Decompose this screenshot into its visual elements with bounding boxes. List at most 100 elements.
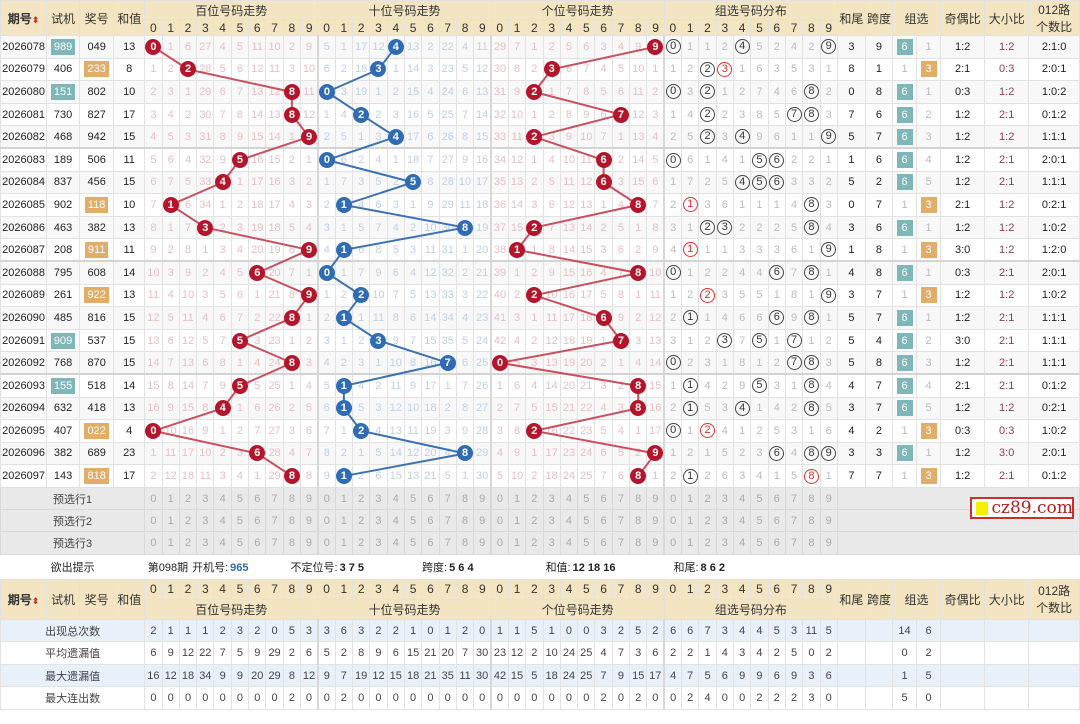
preselect-digit[interactable]: 7 xyxy=(784,486,804,511)
preselect-digit[interactable]: 0 xyxy=(316,531,336,555)
preselect-digit[interactable]: 6 xyxy=(767,531,786,555)
preselect-digit[interactable]: 2 xyxy=(178,509,198,533)
preselect-digit[interactable]: 5 xyxy=(403,531,423,555)
preselect-digit[interactable]: 2 xyxy=(178,486,198,511)
preselect-digit[interactable]: 8 xyxy=(282,531,302,555)
preselect-digit[interactable]: 3 xyxy=(196,531,215,555)
preselect-digit[interactable]: 8 xyxy=(802,509,821,533)
preselect-digit[interactable]: 4 xyxy=(559,531,579,555)
preselect-digit[interactable]: 5 xyxy=(577,486,596,511)
preselect-digit[interactable]: 7 xyxy=(611,531,631,555)
preselect-digit[interactable]: 1 xyxy=(507,531,527,555)
preselect-digit[interactable]: 9 xyxy=(300,531,319,555)
preselect-digit[interactable]: 0 xyxy=(144,509,163,533)
preselect-digit[interactable]: 9 xyxy=(819,531,838,555)
preselect-digit[interactable]: 2 xyxy=(698,509,717,533)
preselect-digit[interactable]: 5 xyxy=(750,509,769,533)
preselect-digit[interactable]: 6 xyxy=(248,486,267,511)
preselect-digit[interactable]: 8 xyxy=(629,531,648,555)
preselect-digit[interactable]: 6 xyxy=(421,486,440,511)
preselect-digit[interactable]: 2 xyxy=(698,486,717,511)
preselect-digit[interactable]: 7 xyxy=(784,531,804,555)
preselect-digit[interactable]: 6 xyxy=(248,509,267,533)
preselect-digit[interactable]: 8 xyxy=(455,486,475,511)
preselect-digit[interactable]: 3 xyxy=(542,531,561,555)
preselect-digit[interactable]: 2 xyxy=(178,531,198,555)
preselect-digit[interactable]: 8 xyxy=(455,531,475,555)
preselect-digit[interactable]: 5 xyxy=(577,509,596,533)
sort-updown-icon[interactable]: ⬍ xyxy=(31,595,40,606)
preselect-digit[interactable]: 3 xyxy=(715,486,734,511)
preselect-digit[interactable]: 8 xyxy=(629,509,648,533)
preselect-digit[interactable]: 0 xyxy=(316,486,336,511)
preselect-digit[interactable]: 3 xyxy=(542,509,561,533)
preselect-digit[interactable]: 3 xyxy=(196,509,215,533)
preselect-digit[interactable]: 9 xyxy=(300,509,319,533)
preselect-digit[interactable]: 4 xyxy=(559,509,579,533)
preselect-digit[interactable]: 6 xyxy=(421,509,440,533)
preselect-digit[interactable]: 1 xyxy=(161,486,180,511)
preselect-digit[interactable]: 5 xyxy=(403,486,423,511)
preselect-digit[interactable]: 0 xyxy=(490,486,509,511)
preselect-digit[interactable]: 9 xyxy=(646,509,665,533)
preselect-digit[interactable]: 1 xyxy=(334,509,354,533)
preselect-digit[interactable]: 4 xyxy=(732,531,752,555)
preselect-digit[interactable]: 7 xyxy=(265,509,284,533)
preselect-digit[interactable]: 6 xyxy=(248,531,267,555)
preselect-digit[interactable]: 8 xyxy=(802,486,821,511)
preselect-digit[interactable]: 4 xyxy=(386,509,405,533)
preselect-digit[interactable]: 7 xyxy=(611,509,631,533)
preselect-digit[interactable]: 4 xyxy=(386,531,405,555)
preselect-digit[interactable]: 5 xyxy=(403,509,423,533)
preselect-digit[interactable]: 7 xyxy=(265,531,284,555)
preselect-digit[interactable]: 1 xyxy=(507,509,527,533)
preselect-digit[interactable]: 9 xyxy=(300,486,319,511)
preselect-digit[interactable]: 0 xyxy=(663,486,683,511)
preselect-digit[interactable]: 3 xyxy=(369,531,388,555)
preselect-digit[interactable]: 9 xyxy=(473,486,492,511)
preselect-digit[interactable]: 1 xyxy=(681,509,700,533)
preselect-digit[interactable]: 7 xyxy=(611,486,631,511)
preselect-digit[interactable]: 8 xyxy=(282,509,302,533)
preselect-digit[interactable]: 1 xyxy=(507,486,527,511)
preselect-digit[interactable]: 7 xyxy=(265,486,284,511)
column-period[interactable]: 期号⬍ xyxy=(0,0,48,36)
preselect-digit[interactable]: 7 xyxy=(438,509,457,533)
preselect-digit[interactable]: 4 xyxy=(213,509,232,533)
preselect-digit[interactable]: 2 xyxy=(352,531,371,555)
preselect-digit[interactable]: 2 xyxy=(525,486,544,511)
preselect-digit[interactable]: 1 xyxy=(161,509,180,533)
preselect-digit[interactable]: 4 xyxy=(213,531,232,555)
preselect-digit[interactable]: 6 xyxy=(767,486,786,511)
preselect-digit[interactable]: 4 xyxy=(732,486,752,511)
preselect-digit[interactable]: 9 xyxy=(473,509,492,533)
preselect-digit[interactable]: 2 xyxy=(352,486,371,511)
preselect-digit[interactable]: 5 xyxy=(230,531,250,555)
preselect-digit[interactable]: 8 xyxy=(802,531,821,555)
preselect-digit[interactable]: 0 xyxy=(663,509,683,533)
preselect-digit[interactable]: 9 xyxy=(646,531,665,555)
preselect-digit[interactable]: 4 xyxy=(559,486,579,511)
preselect-digit[interactable]: 6 xyxy=(594,509,613,533)
preselect-digit[interactable]: 5 xyxy=(230,486,250,511)
preselect-digit[interactable]: 9 xyxy=(473,531,492,555)
preselect-digit[interactable]: 3 xyxy=(715,531,734,555)
preselect-digit[interactable]: 7 xyxy=(438,486,457,511)
preselect-digit[interactable]: 3 xyxy=(542,486,561,511)
preselect-digit[interactable]: 0 xyxy=(490,531,509,555)
preselect-digit[interactable]: 7 xyxy=(784,509,804,533)
preselect-digit[interactable]: 2 xyxy=(525,509,544,533)
footer-column-period[interactable]: 期号⬍ xyxy=(0,578,48,620)
sort-updown-icon[interactable]: ⬍ xyxy=(31,14,40,25)
preselect-digit[interactable]: 3 xyxy=(369,486,388,511)
preselect-digit[interactable]: 3 xyxy=(369,509,388,533)
preselect-digit[interactable]: 1 xyxy=(161,531,180,555)
preselect-digit[interactable]: 9 xyxy=(819,486,838,511)
preselect-digit[interactable]: 3 xyxy=(196,486,215,511)
preselect-digit[interactable]: 1 xyxy=(681,531,700,555)
preselect-digit[interactable]: 8 xyxy=(629,486,648,511)
preselect-digit[interactable]: 6 xyxy=(421,531,440,555)
preselect-digit[interactable]: 0 xyxy=(490,509,509,533)
preselect-digit[interactable]: 5 xyxy=(750,531,769,555)
preselect-digit[interactable]: 5 xyxy=(750,486,769,511)
